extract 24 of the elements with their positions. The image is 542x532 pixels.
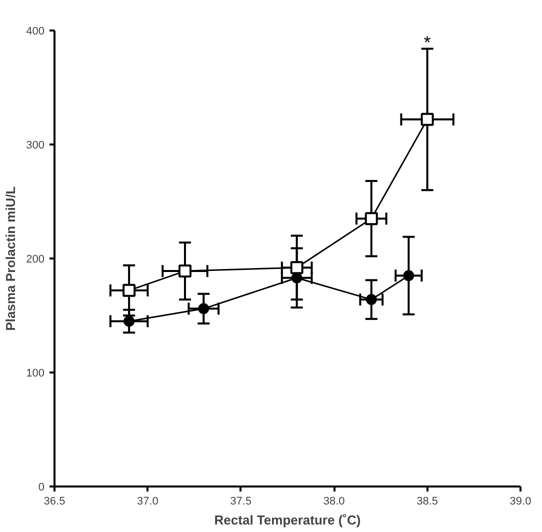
point	[291, 272, 302, 284]
point	[403, 270, 414, 282]
y-tick-label: 400	[26, 26, 45, 38]
y-axis-title: Plasma Prolactin miU/L	[3, 186, 18, 331]
y-tick-label: 0	[38, 482, 45, 494]
point	[366, 294, 377, 306]
point	[290, 261, 304, 274]
x-tick-label: 38.5	[416, 496, 438, 508]
point	[364, 212, 378, 226]
x-tick-label: 38.0	[323, 496, 345, 508]
point	[178, 264, 192, 278]
x-tick-label: 37.0	[136, 496, 158, 508]
x-tick-label: 39.0	[510, 496, 532, 508]
y-tick-label: 200	[26, 254, 45, 266]
x-tick-label: 37.5	[230, 496, 252, 508]
annotation: *	[424, 32, 431, 52]
point	[198, 303, 210, 314]
point	[420, 112, 434, 126]
y-tick-label: 100	[26, 368, 45, 380]
y-tick-label: 300	[26, 140, 45, 152]
point	[122, 284, 136, 297]
x-tick-label: 36.5	[44, 496, 66, 508]
point	[124, 316, 135, 327]
x-axis-title: Rectal Temperature (˚C)	[214, 512, 361, 528]
